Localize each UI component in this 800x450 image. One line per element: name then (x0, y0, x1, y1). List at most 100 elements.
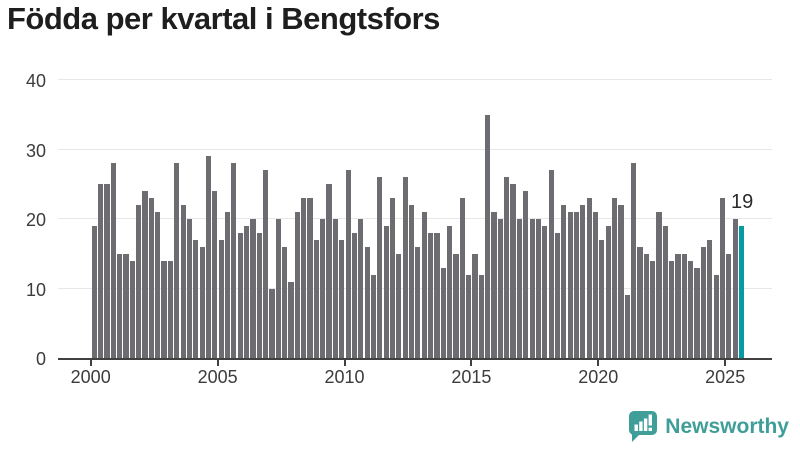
bar-2012-q4 (415, 246, 421, 358)
bar-2001-q4 (136, 205, 142, 358)
bar-2018-q3 (561, 205, 567, 358)
bar-2023-q1 (675, 253, 681, 358)
bar-2014-q3 (459, 198, 465, 358)
bar-2018-q4 (567, 212, 573, 358)
y-axis-label-30: 30 (25, 140, 46, 161)
bar-2025-q2 (732, 219, 738, 358)
bar-2002-q2 (148, 198, 154, 358)
bar-2004-q4 (212, 191, 218, 358)
x-axis-label-2020: 2020 (578, 367, 619, 387)
x-axis-tick-2015 (470, 360, 473, 366)
bar-2025-q1 (726, 253, 732, 358)
bar-2008-q2 (301, 198, 307, 358)
bar-2013-q1 (421, 212, 427, 358)
bar-2004-q1 (193, 239, 199, 358)
bar-2006-q1 (243, 225, 250, 358)
bar-2007-q1 (269, 288, 275, 358)
bar-2010-q1 (345, 170, 351, 358)
gridline-10 (58, 287, 772, 289)
bar-2001-q2 (123, 253, 129, 358)
bar-2015-q4 (491, 212, 497, 358)
bar-2005-q1 (218, 239, 224, 358)
bar-2012-q2 (402, 177, 408, 358)
newsworthy-logo-icon (629, 411, 658, 442)
bar-2001-q3 (129, 260, 135, 358)
bar-2019-q1 (573, 212, 580, 358)
bar-2008-q4 (313, 239, 319, 358)
x-axis-label-2005: 2005 (197, 367, 238, 387)
bar-2013-q3 (434, 232, 440, 358)
bar-2020-q2 (605, 225, 611, 358)
bar-2000-q4 (110, 163, 116, 358)
bar-2015-q3 (485, 114, 491, 358)
bar-2009-q1 (320, 219, 326, 358)
bar-2003-q1 (167, 260, 174, 358)
bar-2024-q4 (719, 198, 726, 358)
x-axis-tick-2010 (343, 360, 346, 366)
gridline-40 (58, 79, 772, 80)
y-axis-label-20: 20 (25, 210, 46, 230)
bar-2019-q2 (580, 205, 586, 358)
bar-2020-q1 (599, 239, 605, 358)
bar-2019-q3 (586, 198, 592, 358)
bar-2017-q1 (523, 191, 529, 358)
x-axis-label-2015: 2015 (451, 367, 492, 387)
bar-2015-q2 (478, 274, 484, 358)
bar-2005-q2 (224, 212, 231, 358)
chart-title: Födda per kvartal i Bengtsfors (7, 1, 440, 36)
bar-2006-q4 (263, 170, 269, 358)
bar-2023-q2 (681, 253, 687, 358)
x-axis-label-2010: 2010 (324, 367, 365, 387)
y-axis-label-40: 40 (25, 71, 46, 91)
newsworthy-logo: Newsworthy (628, 410, 789, 443)
bar-2013-q2 (427, 232, 434, 358)
bar-2023-q4 (694, 267, 700, 358)
bar-2016-q4 (516, 219, 522, 358)
bar-2014-q4 (466, 274, 472, 358)
bar-2011-q4 (389, 198, 396, 358)
x-axis-label-2000: 2000 (70, 367, 111, 387)
x-axis-line (58, 358, 772, 360)
bar-2003-q2 (174, 163, 180, 358)
y-axis-label-10: 10 (25, 279, 46, 300)
bar-2005-q4 (237, 232, 243, 358)
bar-2017-q4 (542, 225, 548, 358)
bar-2008-q3 (307, 198, 313, 358)
newsworthy-logo-text: Newsworthy (665, 414, 789, 438)
bar-2000-q1 (91, 225, 97, 358)
bar-2014-q1 (447, 225, 453, 358)
x-axis-tick-2025 (724, 360, 727, 366)
bar-2016-q1 (497, 219, 503, 358)
bar-2012-q1 (396, 253, 402, 358)
bar-2007-q3 (282, 246, 288, 358)
bar-2012-q3 (408, 205, 415, 358)
bar-2016-q2 (504, 177, 510, 358)
bar-2003-q4 (186, 219, 193, 358)
highlighted-bar-2025-q3 (738, 225, 745, 358)
bar-2011-q3 (383, 225, 389, 358)
gridline-20 (58, 218, 772, 219)
bar-2020-q3 (611, 198, 618, 358)
bar-2010-q4 (364, 246, 370, 358)
bar-2022-q2 (656, 212, 662, 358)
bar-2008-q1 (294, 212, 300, 358)
bar-2024-q1 (700, 246, 706, 358)
bar-2017-q2 (529, 219, 535, 358)
highlighted-bar-value-label: 19 (731, 191, 754, 213)
bar-2002-q3 (155, 212, 161, 358)
bar-2022-q3 (662, 225, 668, 358)
bar-2022-q1 (650, 260, 656, 358)
bar-2000-q3 (104, 184, 110, 358)
bar-2009-q4 (339, 239, 345, 358)
bar-2020-q4 (618, 205, 624, 358)
bar-2004-q2 (199, 246, 205, 358)
bar-2021-q4 (643, 253, 649, 358)
x-axis-tick-2005 (216, 360, 219, 366)
x-axis-tick-2020 (597, 360, 600, 366)
bar-2004-q3 (205, 156, 212, 358)
bar-2007-q4 (288, 281, 294, 358)
bar-2022-q4 (669, 260, 675, 358)
bar-2018-q1 (548, 170, 554, 358)
bar-2011-q1 (370, 274, 377, 358)
